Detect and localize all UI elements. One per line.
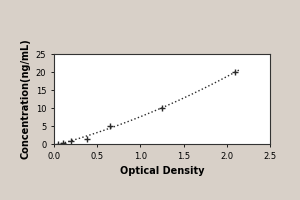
X-axis label: Optical Density: Optical Density [120,166,204,176]
Y-axis label: Concentration(ng/mL): Concentration(ng/mL) [20,39,30,159]
